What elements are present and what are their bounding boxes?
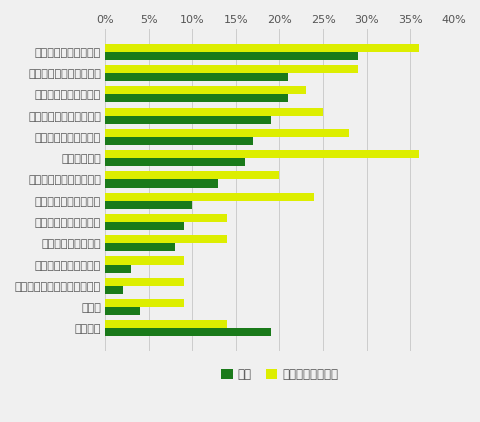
Bar bbox=[105, 179, 218, 187]
Bar bbox=[105, 257, 183, 265]
Bar bbox=[105, 158, 244, 166]
Bar bbox=[105, 235, 227, 243]
Bar bbox=[105, 328, 270, 336]
Bar bbox=[105, 116, 270, 124]
Bar bbox=[105, 320, 227, 328]
Bar bbox=[105, 87, 305, 95]
Bar bbox=[105, 278, 183, 286]
Bar bbox=[105, 201, 192, 209]
Bar bbox=[105, 95, 288, 103]
Bar bbox=[105, 73, 288, 81]
Bar bbox=[105, 243, 175, 252]
Bar bbox=[105, 307, 140, 315]
Bar bbox=[105, 222, 183, 230]
Bar bbox=[105, 65, 357, 73]
Bar bbox=[105, 52, 357, 60]
Bar bbox=[105, 137, 253, 145]
Bar bbox=[105, 193, 313, 201]
Bar bbox=[105, 214, 227, 222]
Legend: 全体, レモン果汁使用者: 全体, レモン果汁使用者 bbox=[216, 363, 342, 386]
Bar bbox=[105, 44, 418, 52]
Bar bbox=[105, 265, 131, 273]
Bar bbox=[105, 299, 183, 307]
Bar bbox=[105, 129, 348, 137]
Bar bbox=[105, 150, 418, 158]
Bar bbox=[105, 108, 323, 116]
Bar bbox=[105, 286, 122, 294]
Bar bbox=[105, 171, 279, 179]
